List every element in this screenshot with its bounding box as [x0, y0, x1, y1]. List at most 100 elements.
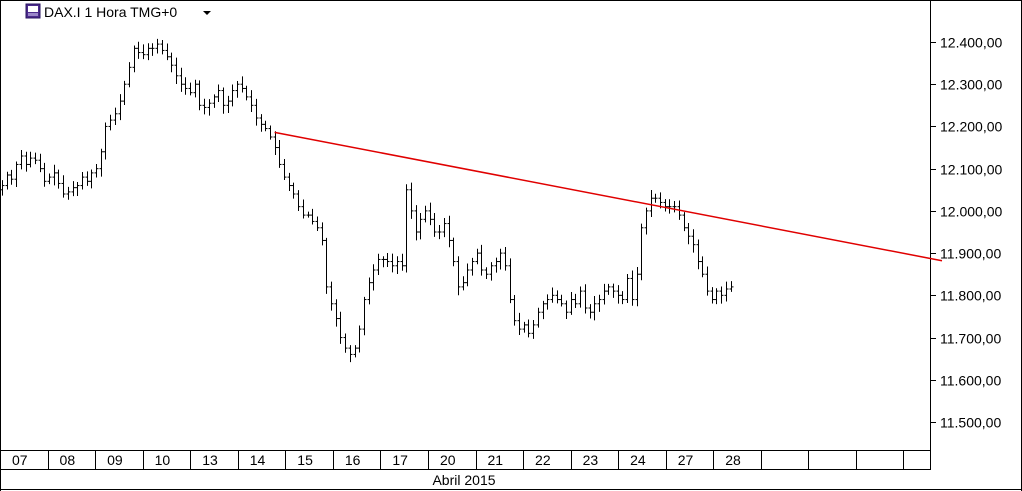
price-bar [423, 205, 428, 223]
month-label: Abril 2015 [432, 472, 495, 488]
date-label: 22 [535, 452, 551, 468]
price-tick-label: 12.400,00 [940, 35, 1002, 51]
price-bar [620, 291, 625, 305]
price-bar [188, 82, 193, 96]
price-tick-label: 11.500,00 [940, 415, 1001, 431]
price-bar [592, 296, 597, 321]
price-bar [47, 173, 52, 185]
price-bar [583, 284, 588, 314]
price-bar [606, 283, 611, 295]
price-bar [691, 229, 696, 253]
price-bar [437, 225, 442, 240]
price-bar [273, 131, 278, 155]
price-bar [221, 87, 226, 114]
date-label: 20 [440, 452, 456, 468]
price-bar [291, 182, 296, 199]
price-tick-label: 11.600,00 [940, 373, 1001, 389]
date-label: 28 [725, 452, 741, 468]
date-axis[interactable]: 07 08 09 10 13 14 15 16 17 20 21 22 23 24 27 28 [12, 450, 904, 469]
price-bar [216, 84, 221, 103]
price-bar [80, 171, 85, 190]
price-bar [414, 205, 419, 241]
price-bar [573, 293, 578, 308]
price-bar [578, 286, 583, 308]
date-label: 23 [583, 452, 599, 468]
price-bar [484, 267, 489, 280]
price-bar [160, 40, 165, 55]
price-bar [315, 216, 320, 231]
price-bar [588, 304, 593, 319]
price-bar [541, 300, 546, 320]
price-bar [432, 212, 437, 237]
price-bar [470, 257, 475, 276]
price-bar [85, 171, 90, 186]
price-bar [244, 85, 249, 101]
price-bar [526, 319, 531, 338]
price-bar [461, 276, 466, 291]
price-bar [75, 182, 80, 197]
date-label: 10 [155, 452, 171, 468]
price-bar [212, 94, 217, 108]
price-bar [564, 300, 569, 320]
price-bar [635, 267, 640, 307]
price-bar [146, 43, 151, 61]
date-label: 17 [392, 452, 408, 468]
price-bar [508, 258, 513, 304]
date-label: 14 [250, 452, 266, 468]
resistance-trendline[interactable] [274, 131, 943, 262]
price-bar [103, 122, 108, 160]
price-bar [381, 256, 386, 268]
price-bar [5, 171, 10, 190]
price-bar [324, 237, 329, 294]
price-bar [362, 296, 367, 336]
price-bar [479, 244, 484, 276]
price-bar [686, 223, 691, 245]
date-label: 07 [12, 452, 28, 468]
trendline-layer[interactable] [274, 131, 943, 262]
date-label: 15 [297, 452, 313, 468]
price-bar [296, 190, 301, 211]
price-bar [174, 57, 179, 85]
price-axis[interactable]: 12.400,00 12.300,00 12.200,00 12.100,00 12.0… [930, 35, 1002, 431]
price-bar [653, 193, 658, 203]
price-bar [611, 283, 616, 298]
price-bar [165, 43, 170, 61]
price-bar [498, 248, 503, 270]
price-bar [465, 263, 470, 287]
price-bar [277, 140, 282, 168]
price-bar [719, 286, 724, 304]
price-bar [658, 192, 663, 209]
price-bar [625, 274, 630, 304]
price-bar [597, 294, 602, 312]
price-bar [9, 169, 14, 185]
price-bar [367, 277, 372, 305]
price-tick-label: 11.700,00 [940, 331, 1001, 347]
symbol-header[interactable]: DAX.I 1 Hora TMG+0 [25, 3, 211, 20]
price-bar [94, 164, 99, 178]
price-bar [226, 95, 231, 114]
price-bar [183, 77, 188, 95]
price-bar [28, 151, 33, 168]
price-bar [371, 264, 376, 291]
price-bar [66, 186, 71, 200]
caret-down-icon[interactable] [203, 11, 211, 15]
price-bar [197, 80, 202, 111]
price-bar [306, 211, 311, 218]
price-bar [451, 237, 456, 267]
price-bar [649, 190, 654, 218]
date-label: 13 [202, 452, 218, 468]
price-bar [569, 291, 574, 315]
price-bar [122, 80, 127, 105]
price-bar [418, 213, 423, 240]
price-bar [150, 43, 155, 56]
price-bar [235, 80, 240, 98]
price-bar [179, 67, 184, 92]
price-tick-label: 12.200,00 [940, 119, 1002, 135]
price-bar [338, 311, 343, 344]
price-bar [193, 79, 198, 98]
price-bar [155, 38, 160, 54]
price-bar [559, 294, 564, 307]
price-bar [61, 175, 66, 198]
price-bar [169, 52, 174, 73]
